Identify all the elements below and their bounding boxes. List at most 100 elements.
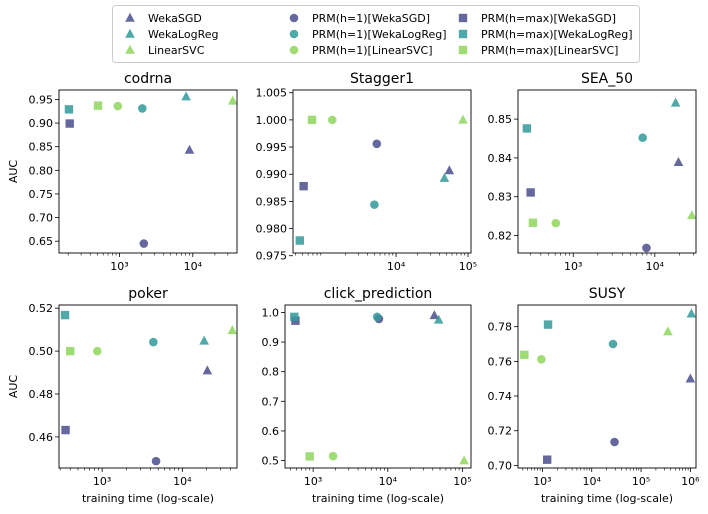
x-axis-label: training time (log-scale) (541, 492, 673, 505)
legend-entry: PRM(h=1)[WekaSGD] (289, 12, 430, 25)
data-point (528, 218, 538, 227)
data-point (64, 105, 74, 114)
data-point (542, 455, 552, 464)
legend-entry: PRM(h=max)[LinearSVC] (458, 44, 618, 57)
data-point (295, 236, 305, 245)
y-tick-label: 0.78 (488, 321, 513, 334)
y-tick-label: 0.995 (256, 141, 288, 154)
data-point (290, 312, 299, 322)
data-point (92, 346, 102, 356)
y-tick-label: 0.74 (488, 390, 513, 403)
x-tick-label: 10⁴ (379, 475, 398, 488)
legend-label: PRM(h=max)[WekaSGD] (481, 12, 616, 25)
y-tick-label: 0.980 (256, 223, 288, 236)
y-tick-label: 0.6 (262, 425, 280, 438)
x-tick-label: 10³ (533, 475, 551, 488)
y-tick-label: 0.65 (29, 235, 54, 248)
legend-marker-square (458, 13, 468, 23)
chart-title: poker (128, 286, 168, 302)
data-point (65, 119, 74, 128)
data-point (685, 373, 696, 383)
data-point (670, 97, 681, 107)
x-tick-label: 10³ (304, 475, 322, 488)
y-tick-label: 1.000 (256, 114, 288, 127)
data-point (433, 314, 444, 324)
y-tick-label: 0.50 (29, 345, 54, 358)
data-point (439, 172, 450, 182)
legend-entry: WekaLogReg (125, 28, 218, 41)
data-point (93, 101, 103, 110)
data-point (113, 101, 123, 111)
legend-entry: PRM(h=max)[WekaLogReg] (458, 28, 633, 41)
data-point (138, 104, 147, 113)
y-tick-label: 0.52 (29, 302, 54, 315)
legend-frame (112, 5, 640, 63)
x-tick-label: 10⁵ (453, 475, 471, 488)
plot-frame (517, 304, 697, 469)
data-point (522, 124, 532, 133)
y-tick-label: 0.83 (488, 191, 513, 204)
y-tick-label: 0.990 (256, 168, 288, 181)
data-point (139, 239, 149, 248)
y-axis-label: AUC (7, 160, 20, 184)
data-point (305, 452, 314, 461)
x-tick-label: 10⁵ (632, 475, 650, 488)
legend-label: PRM(h=max)[WekaLogReg] (481, 28, 633, 41)
legend-marker-square (458, 45, 468, 55)
y-tick-label: 1.0 (262, 306, 280, 319)
data-point (551, 218, 561, 228)
y-tick-label: 0.46 (29, 431, 54, 444)
y-tick-label: 0.82 (488, 230, 513, 243)
x-tick-label: 10⁴ (583, 475, 602, 488)
data-point (227, 325, 238, 335)
data-point (199, 335, 209, 345)
data-point (60, 310, 70, 320)
legend-marker-square (458, 29, 468, 39)
legend-label: PRM(h=max)[LinearSVC] (481, 44, 618, 57)
plot-frame (58, 89, 238, 254)
data-point (520, 350, 529, 359)
y-tick-label: 0.8 (262, 366, 280, 379)
plot-frame (292, 89, 472, 254)
data-point (459, 455, 469, 465)
legend-label: PRM(h=1)[WekaSGD] (312, 12, 430, 25)
chart-panel-Stagger1: Stagger1 10⁴ 10⁵ 0.975 0.980 0.985 0.990 0.995 1… (256, 71, 478, 273)
data-point (537, 354, 546, 364)
y-tick-label: 1.005 (256, 87, 288, 100)
data-point (610, 437, 619, 447)
legend-entry: PRM(h=max)[WekaSGD] (458, 12, 616, 25)
legend-marker-circle (289, 45, 299, 55)
legend-marker-circle (289, 13, 299, 23)
legend-label: PRM(h=1)[WekaLogReg] (312, 28, 447, 41)
data-point (663, 326, 673, 336)
y-tick-label: 0.85 (29, 141, 54, 154)
y-tick-label: 0.95 (29, 93, 54, 106)
data-point (149, 337, 158, 347)
data-point (151, 456, 161, 466)
x-tick-label: 10³ (564, 260, 582, 273)
legend-label: WekaLogReg (148, 28, 218, 41)
legend-marker-circle (289, 29, 299, 39)
chart-title: codrna (124, 71, 172, 87)
data-point (61, 425, 70, 435)
data-point (444, 165, 455, 175)
data-point (687, 210, 697, 220)
y-tick-label: 0.90 (29, 117, 54, 130)
data-point (227, 95, 238, 105)
y-tick-label: 0.75 (29, 188, 54, 201)
x-tick-label: 10³ (93, 475, 111, 488)
x-tick-label: 10⁶ (681, 475, 700, 488)
data-point (642, 243, 651, 253)
x-tick-label: 10⁴ (184, 260, 203, 273)
legend-label: PRM(h=1)[LinearSVC] (312, 44, 433, 57)
data-point (429, 310, 440, 320)
x-tick-label: 10⁴ (646, 260, 665, 273)
legend-marker-triangle (125, 28, 135, 38)
x-axis-label: training time (log-scale) (312, 492, 444, 505)
x-tick-label: 10⁴ (173, 475, 192, 488)
data-point (673, 156, 684, 166)
chart-panel-poker: poker 10³ 10⁴ 0.46 0.48 0.50 0.52 AUC training t… (7, 286, 238, 505)
chart-title: click_prediction (324, 286, 433, 302)
legend-marker-triangle (125, 12, 135, 22)
y-tick-label: 0.85 (488, 113, 513, 126)
